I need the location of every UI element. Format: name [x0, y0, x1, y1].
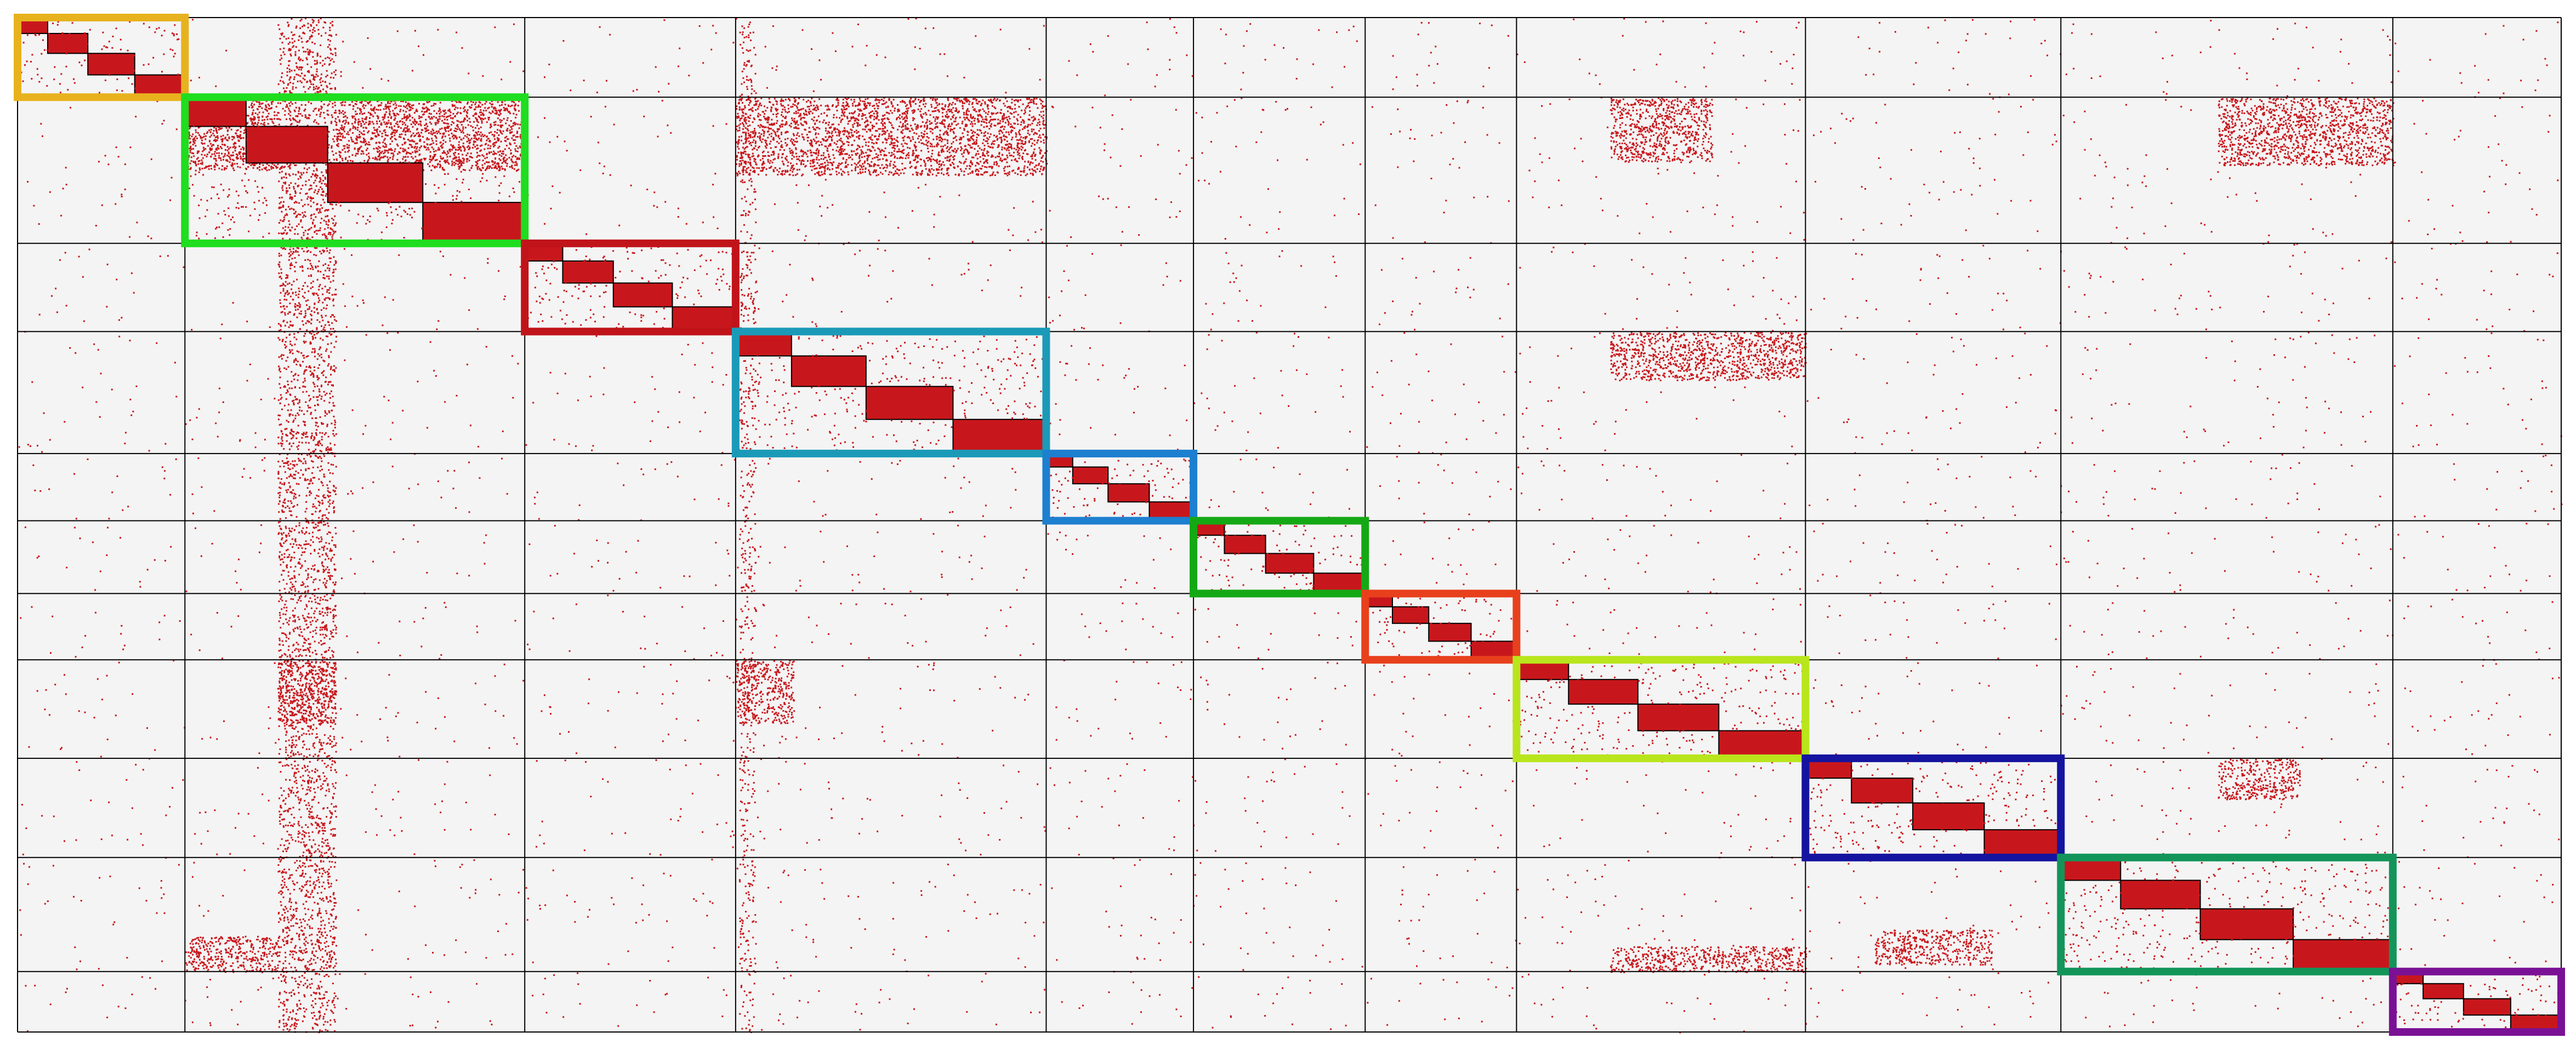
diagonal-sub-block [1265, 553, 1315, 574]
highlight-block-9 [2057, 853, 2397, 976]
diagonal-sub-block [1637, 704, 1720, 732]
diagonal-sub-block [2423, 983, 2464, 1000]
diagonal-block-points [185, 97, 526, 245]
highlight-block-4 [1042, 450, 1198, 525]
diagonal-sub-block [865, 385, 954, 420]
highlight-block-6 [1361, 589, 1521, 664]
highlight-block-8 [1801, 754, 2065, 861]
diagonal-sub-block [422, 202, 526, 244]
diagonal-sub-block [1568, 679, 1639, 705]
highlight-layer [14, 14, 2566, 1036]
diagonal-sub-block [1072, 466, 1109, 485]
diagonal-sub-block [2120, 880, 2201, 910]
diagonal-sub-block [327, 162, 424, 203]
diagonal-block-points [20, 18, 186, 99]
matrix-background [18, 18, 2561, 1032]
diagonal-sub-block [1428, 622, 1472, 642]
highlight-block-7 [1512, 656, 1810, 762]
highlight-block-3 [731, 327, 1050, 458]
diagonal-block-points [736, 332, 1048, 455]
diagonal-sub-block [2199, 908, 2294, 940]
points-layer [18, 18, 2563, 1034]
diagonal-sub-block [1851, 778, 1914, 804]
diagonal-block-points [1193, 522, 1366, 595]
diagonal-sub-block [952, 418, 1047, 455]
highlight-block-0 [14, 14, 189, 101]
diagonal-sub-block [184, 97, 247, 127]
diagonal-sub-block [2463, 998, 2511, 1016]
highlight-block-5 [1190, 517, 1369, 598]
diagonal-sub-block [2293, 939, 2393, 972]
background-layer [18, 18, 2561, 1032]
diagonal-sub-block [245, 126, 328, 164]
diagonal-sub-block [1224, 535, 1266, 554]
diagonal-sub-block [1912, 802, 1985, 831]
highlight-block-10 [2389, 967, 2566, 1036]
highlight-block-1 [181, 93, 529, 247]
diagonal-block-points [1517, 660, 1806, 760]
highlight-block-2 [521, 239, 740, 336]
dense-strip-points [277, 18, 757, 1034]
diagonal-sub-block [612, 282, 673, 308]
